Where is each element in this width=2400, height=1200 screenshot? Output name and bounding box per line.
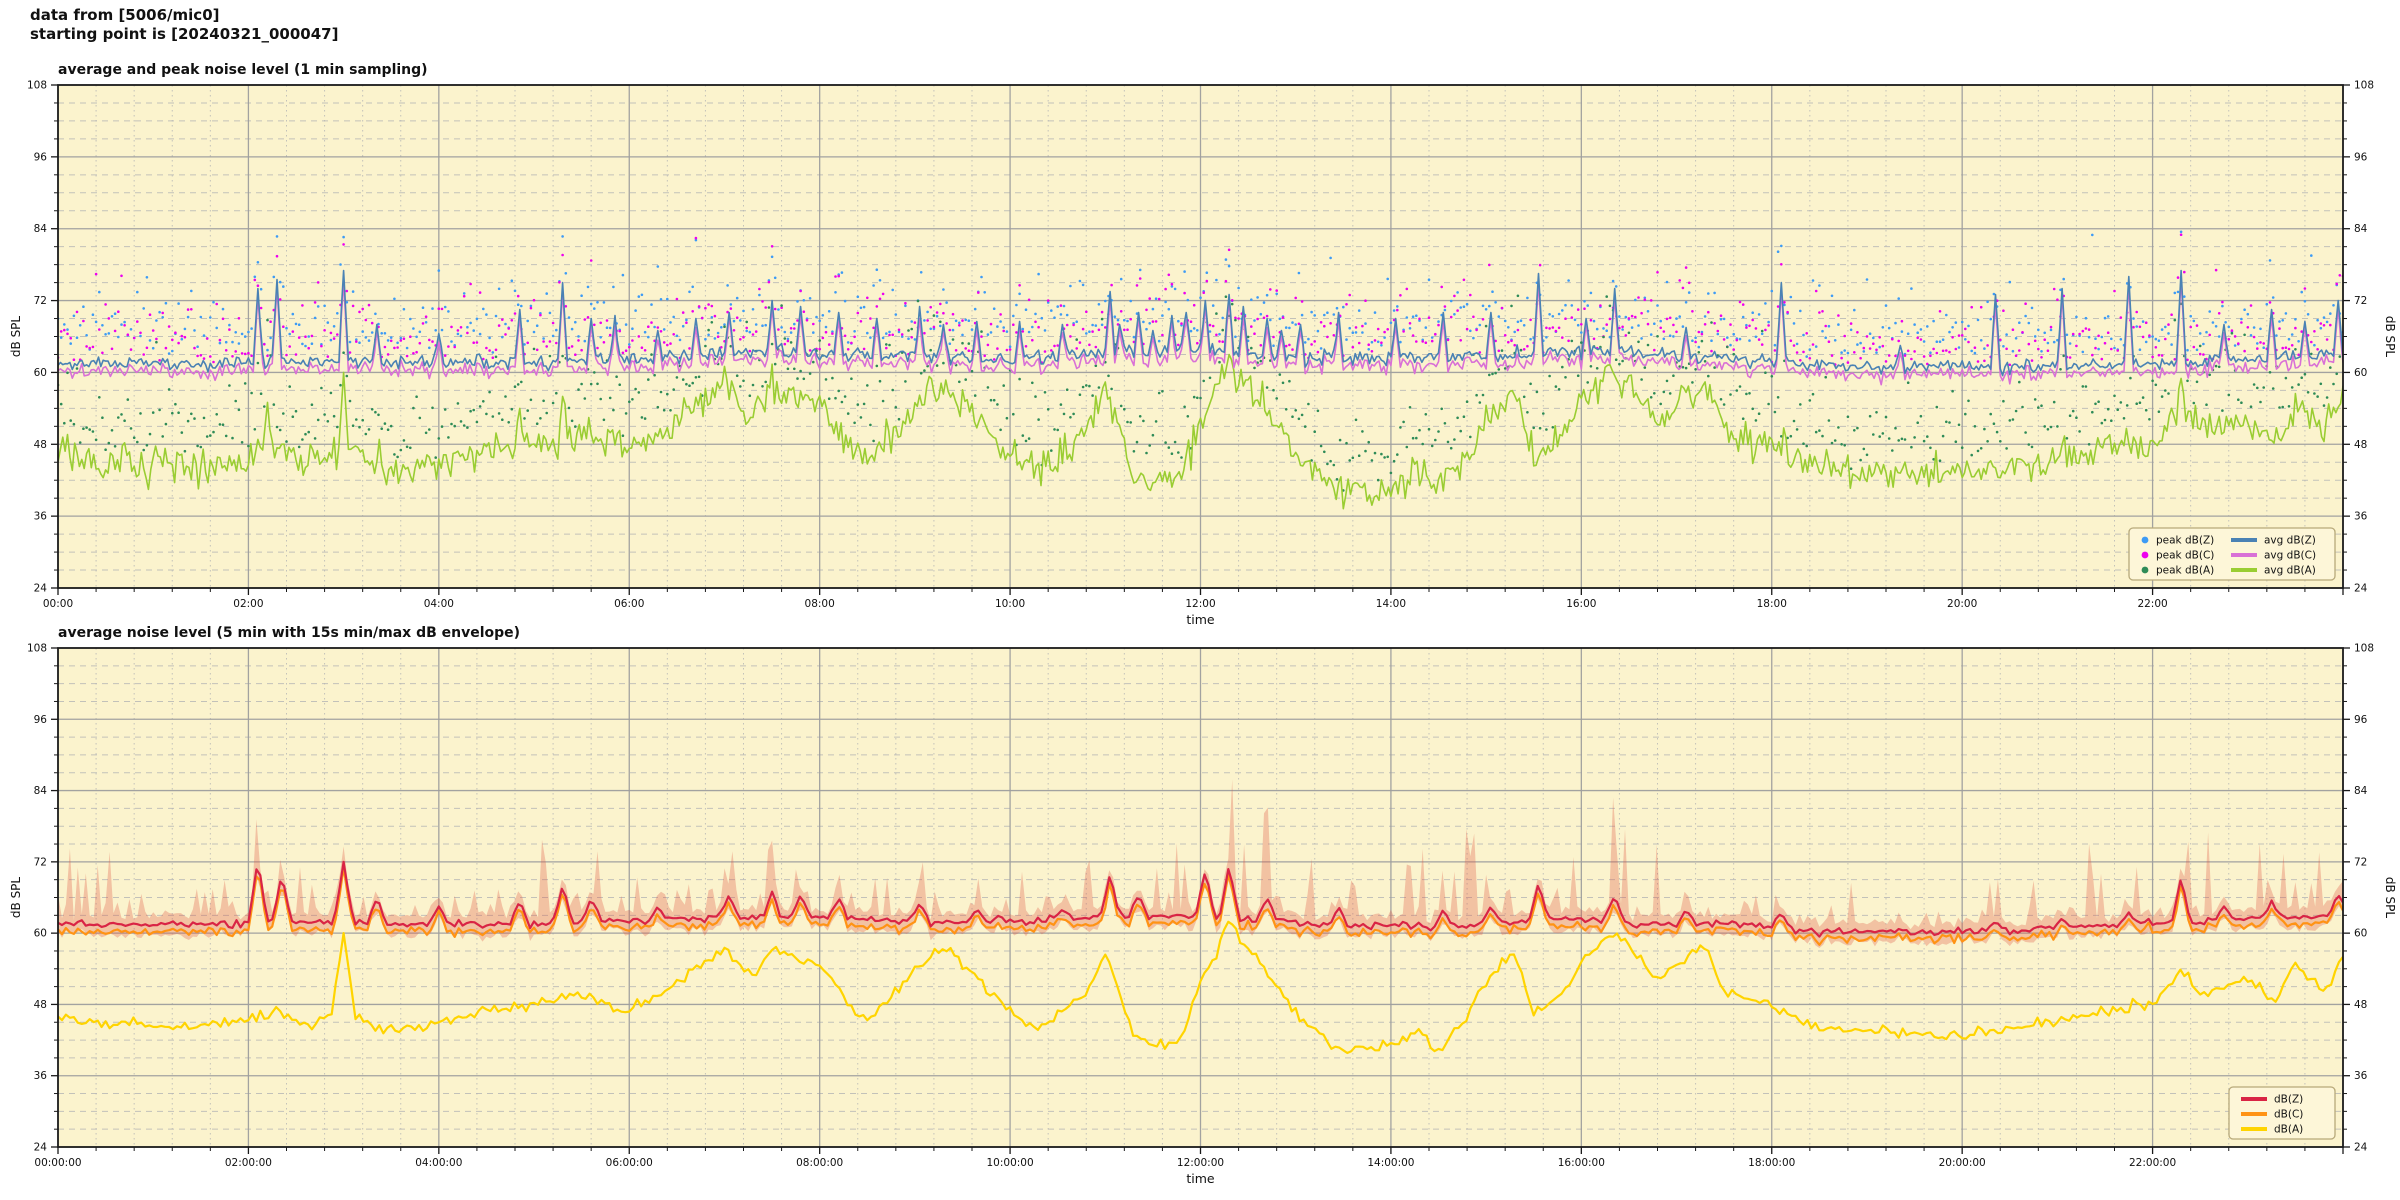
svg-text:peak dB(A): peak dB(A) bbox=[2156, 565, 2214, 577]
series-dbz bbox=[58, 860, 2343, 938]
svg-text:60: 60 bbox=[2354, 928, 2367, 940]
header-line1: data from [5006/mic0] bbox=[30, 6, 220, 24]
svg-text:peak dB(Z): peak dB(Z) bbox=[2156, 535, 2214, 547]
svg-text:08:00:00: 08:00:00 bbox=[796, 1157, 843, 1169]
svg-text:average and peak noise level (: average and peak noise level (1 min samp… bbox=[58, 62, 428, 78]
svg-text:108: 108 bbox=[27, 643, 47, 655]
svg-text:72: 72 bbox=[2354, 856, 2367, 868]
legend-marker-peak-db-a- bbox=[2141, 566, 2149, 574]
svg-text:36: 36 bbox=[2354, 511, 2368, 523]
svg-text:16:00:00: 16:00:00 bbox=[1558, 1157, 1605, 1169]
svg-text:108: 108 bbox=[2354, 80, 2374, 92]
svg-text:60: 60 bbox=[34, 367, 47, 379]
svg-text:18:00:00: 18:00:00 bbox=[1748, 1157, 1795, 1169]
svg-text:00:00: 00:00 bbox=[43, 598, 73, 610]
svg-text:02:00: 02:00 bbox=[233, 598, 263, 610]
svg-text:dB(A): dB(A) bbox=[2274, 1124, 2303, 1136]
svg-text:96: 96 bbox=[34, 151, 48, 163]
svg-text:dB SPL: dB SPL bbox=[9, 877, 23, 919]
series-dbc bbox=[58, 866, 2343, 946]
svg-text:60: 60 bbox=[2354, 367, 2367, 379]
svg-text:36: 36 bbox=[2354, 1070, 2368, 1082]
svg-text:dB SPL: dB SPL bbox=[9, 316, 23, 358]
svg-text:48: 48 bbox=[2354, 999, 2367, 1011]
figure-header: data from [5006/mic0] starting point is … bbox=[30, 6, 338, 44]
svg-text:48: 48 bbox=[2354, 439, 2367, 451]
svg-text:average noise level (5 min wit: average noise level (5 min with 15s min/… bbox=[58, 625, 520, 641]
svg-text:04:00: 04:00 bbox=[424, 598, 454, 610]
svg-text:22:00: 22:00 bbox=[2137, 598, 2167, 610]
svg-text:84: 84 bbox=[34, 785, 48, 797]
series-avg-z bbox=[58, 269, 2343, 377]
svg-text:36: 36 bbox=[34, 511, 48, 523]
svg-text:22:00:00: 22:00:00 bbox=[2129, 1157, 2176, 1169]
svg-text:18:00: 18:00 bbox=[1757, 598, 1787, 610]
svg-text:48: 48 bbox=[34, 439, 47, 451]
svg-text:avg dB(Z): avg dB(Z) bbox=[2264, 535, 2316, 547]
svg-text:12:00:00: 12:00:00 bbox=[1177, 1157, 1224, 1169]
legend: peak dB(Z) peak dB(C) peak dB(A) avg dB(Z) a… bbox=[2128, 527, 2336, 581]
legend-marker-peak-db-z- bbox=[2141, 536, 2149, 544]
svg-text:108: 108 bbox=[27, 80, 47, 92]
svg-text:24: 24 bbox=[34, 583, 48, 595]
svg-text:12:00: 12:00 bbox=[1185, 598, 1215, 610]
svg-text:04:00:00: 04:00:00 bbox=[415, 1157, 462, 1169]
svg-text:16:00: 16:00 bbox=[1566, 598, 1596, 610]
svg-text:14:00: 14:00 bbox=[1376, 598, 1406, 610]
svg-text:dB SPL: dB SPL bbox=[2383, 877, 2397, 919]
svg-text:96: 96 bbox=[2354, 714, 2368, 726]
svg-text:00:00:00: 00:00:00 bbox=[34, 1157, 81, 1169]
svg-text:84: 84 bbox=[2354, 785, 2368, 797]
svg-text:08:00: 08:00 bbox=[805, 598, 835, 610]
bottom-chart-average-noise-envelope: 24 24 36 36 48 48 60 60 72 72 84 84 96 96 108 108 00:00:… bbox=[9, 625, 2397, 1186]
top-chart-average-and-peak-noise: 24 24 36 36 48 48 60 60 72 72 84 84 96 96 108 108 00:00 0… bbox=[9, 62, 2397, 627]
svg-text:84: 84 bbox=[34, 223, 48, 235]
legend: dB(Z) dB(C) dB(A) bbox=[2228, 1086, 2336, 1140]
svg-text:72: 72 bbox=[2354, 295, 2367, 307]
svg-text:108: 108 bbox=[2354, 643, 2374, 655]
svg-text:peak dB(C): peak dB(C) bbox=[2156, 550, 2214, 562]
svg-text:20:00:00: 20:00:00 bbox=[1939, 1157, 1986, 1169]
svg-text:14:00:00: 14:00:00 bbox=[1367, 1157, 1414, 1169]
svg-text:avg dB(A): avg dB(A) bbox=[2264, 565, 2316, 577]
svg-text:06:00: 06:00 bbox=[614, 598, 644, 610]
series-dba bbox=[58, 920, 2343, 1055]
svg-text:24: 24 bbox=[2354, 583, 2368, 595]
svg-text:96: 96 bbox=[34, 714, 48, 726]
svg-text:96: 96 bbox=[2354, 151, 2368, 163]
svg-text:dB(Z): dB(Z) bbox=[2274, 1094, 2303, 1106]
svg-text:24: 24 bbox=[34, 1142, 48, 1154]
svg-text:10:00:00: 10:00:00 bbox=[986, 1157, 1033, 1169]
svg-text:84: 84 bbox=[2354, 223, 2368, 235]
svg-text:02:00:00: 02:00:00 bbox=[225, 1157, 272, 1169]
svg-text:10:00: 10:00 bbox=[995, 598, 1025, 610]
svg-text:dB(C): dB(C) bbox=[2274, 1109, 2303, 1121]
svg-text:72: 72 bbox=[34, 856, 47, 868]
legend-marker-peak-db-c- bbox=[2141, 551, 2149, 559]
svg-text:dB SPL: dB SPL bbox=[2383, 316, 2397, 358]
series-avg-a bbox=[58, 353, 2343, 510]
svg-text:72: 72 bbox=[34, 295, 47, 307]
svg-text:avg dB(C): avg dB(C) bbox=[2264, 550, 2316, 562]
svg-text:24: 24 bbox=[2354, 1142, 2368, 1154]
header-line2: starting point is [20240321_000047] bbox=[30, 25, 339, 43]
svg-text:06:00:00: 06:00:00 bbox=[606, 1157, 653, 1169]
svg-text:time: time bbox=[1186, 612, 1215, 627]
svg-text:36: 36 bbox=[34, 1070, 48, 1082]
svg-text:time: time bbox=[1186, 1171, 1215, 1186]
svg-text:48: 48 bbox=[34, 999, 47, 1011]
svg-text:60: 60 bbox=[34, 928, 47, 940]
series-avg-c bbox=[58, 277, 2343, 386]
svg-text:20:00: 20:00 bbox=[1947, 598, 1977, 610]
